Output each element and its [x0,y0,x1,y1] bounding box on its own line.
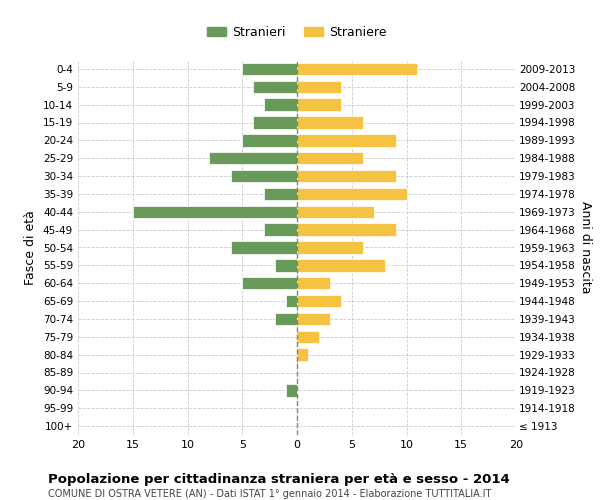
Bar [242,62,297,75]
Bar [297,170,395,182]
Bar [297,295,341,308]
Bar [297,134,395,146]
Bar [297,152,362,164]
Bar [242,277,297,289]
Bar [297,116,362,128]
Legend: Stranieri, Straniere: Stranieri, Straniere [202,21,392,44]
Y-axis label: Fasce di età: Fasce di età [25,210,37,285]
Bar [297,259,385,272]
Bar [275,259,297,272]
Bar [253,80,297,93]
Bar [297,80,341,93]
Bar [286,295,297,308]
Bar [275,312,297,325]
Bar [297,242,362,254]
Text: COMUNE DI OSTRA VETERE (AN) - Dati ISTAT 1° gennaio 2014 - Elaborazione TUTTITAL: COMUNE DI OSTRA VETERE (AN) - Dati ISTAT… [48,489,491,499]
Bar [297,348,308,361]
Bar [264,188,297,200]
Bar [242,134,297,146]
Bar [297,206,374,218]
Bar [297,224,395,236]
Bar [133,206,297,218]
Bar [297,330,319,343]
Bar [253,116,297,128]
Text: Popolazione per cittadinanza straniera per età e sesso - 2014: Popolazione per cittadinanza straniera p… [48,472,510,486]
Bar [232,170,297,182]
Bar [297,312,330,325]
Bar [286,384,297,396]
Bar [297,98,341,111]
Bar [264,224,297,236]
Bar [297,277,330,289]
Bar [232,242,297,254]
Bar [297,188,407,200]
Bar [209,152,297,164]
Bar [297,62,418,75]
Bar [264,98,297,111]
Y-axis label: Anni di nascita: Anni di nascita [579,201,592,294]
